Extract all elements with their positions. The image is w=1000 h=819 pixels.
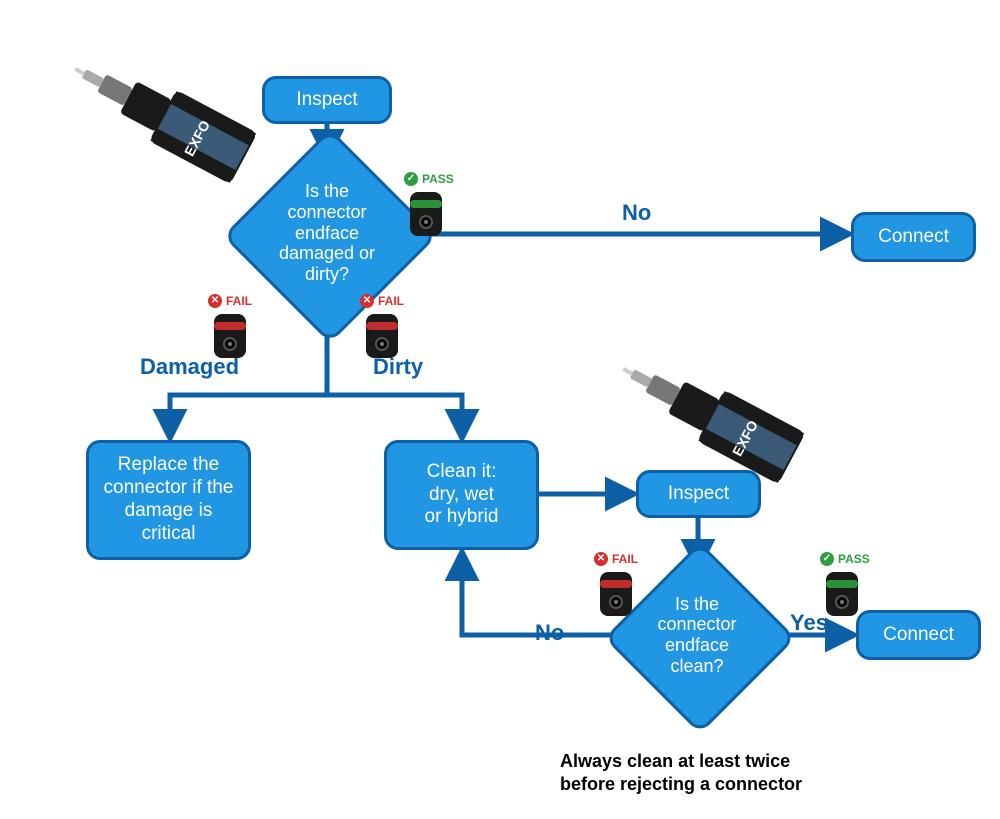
pass-badge: ✓PASS (404, 168, 454, 240)
fail-badge: ✕FAIL (360, 290, 404, 362)
decision-endface-clean: Is the connector endface clean? (632, 570, 762, 700)
pass-badge: ✓PASS (820, 548, 870, 620)
footnote: Always clean at least twice before rejec… (560, 750, 802, 797)
decision-damaged-or-dirty: Is the connector endface damaged or dirt… (254, 160, 400, 306)
node-label: Clean it: dry, wet or hybrid (425, 461, 499, 529)
inspect-step: Inspect (636, 470, 761, 518)
node-label: Inspect (296, 89, 357, 112)
node-label: Inspect (668, 483, 729, 506)
replace-step: Replace the connector if the damage is c… (86, 440, 251, 560)
fail-badge: ✕FAIL (594, 548, 638, 620)
node-label: Connect (883, 624, 954, 647)
connect-step: Connect (856, 610, 981, 660)
footnote-line: Always clean at least twice (560, 751, 790, 771)
fail-badge: ✕FAIL (208, 290, 252, 362)
footnote-line: before rejecting a connector (560, 774, 802, 794)
node-label: Is the connector endface clean? (650, 594, 744, 677)
edge-label-no: No (535, 620, 564, 646)
node-label: Connect (878, 226, 949, 249)
connect-step: Connect (851, 212, 976, 262)
fiber-probe-icon: EXFO (62, 50, 272, 195)
edge-label-no: No (622, 200, 651, 226)
inspect-step: Inspect (262, 76, 392, 124)
clean-step: Clean it: dry, wet or hybrid (384, 440, 539, 550)
node-label: Replace the connector if the damage is c… (97, 454, 240, 545)
node-label: Is the connector endface damaged or dirt… (272, 181, 382, 284)
